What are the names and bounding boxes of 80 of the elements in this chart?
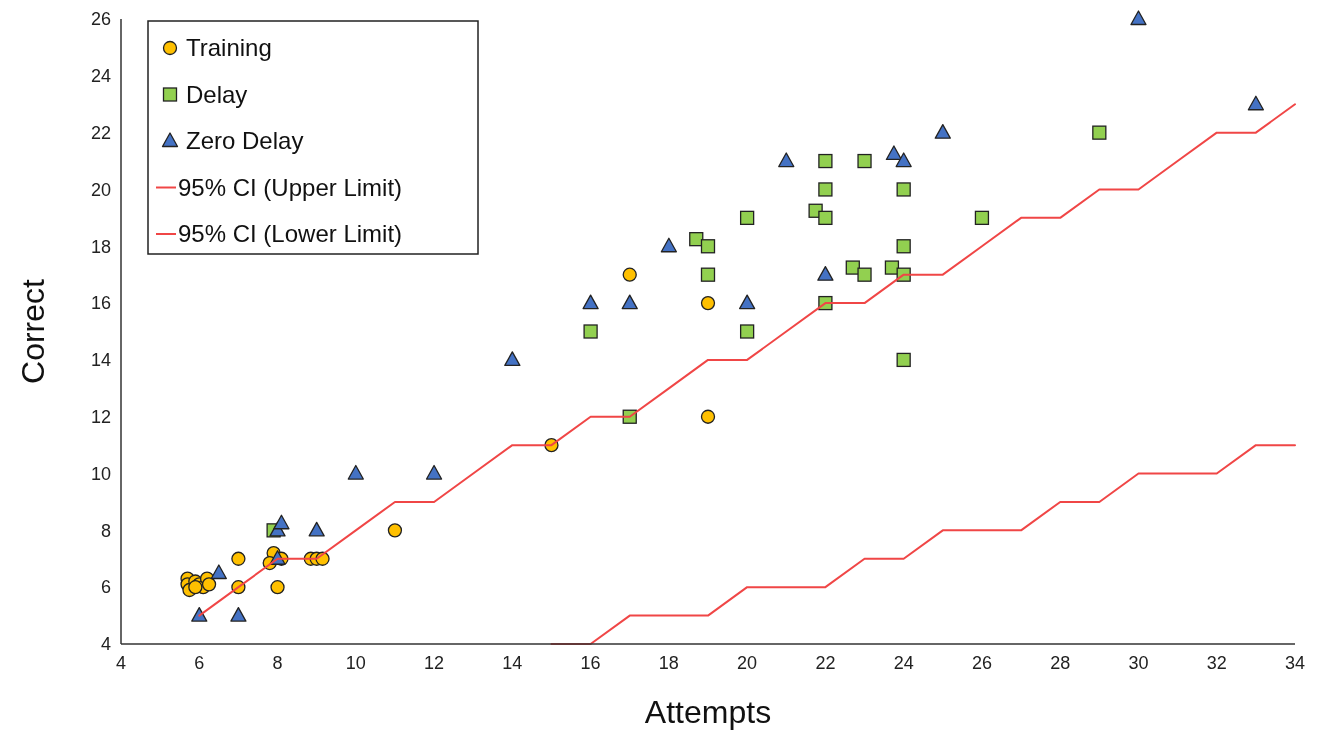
x-tick-label: 34: [1284, 653, 1306, 673]
point: [817, 266, 834, 281]
point: [885, 145, 903, 161]
point: [739, 210, 755, 226]
point: [689, 232, 704, 247]
x-tick-label: 32: [1206, 653, 1227, 673]
point: [974, 210, 990, 226]
point: [1130, 10, 1147, 26]
point: [504, 351, 521, 367]
point: [818, 153, 833, 169]
point: [188, 580, 203, 595]
point: [191, 606, 208, 622]
x-axis-title: Attempts: [644, 694, 772, 730]
x-tick-label: 20: [737, 653, 758, 673]
point: [738, 294, 756, 310]
y-tick-label: 4: [100, 634, 111, 655]
point: [347, 464, 364, 480]
point: [210, 564, 227, 580]
x-tick-label: 16: [580, 653, 601, 673]
point: [621, 294, 638, 310]
y-tick-label: 22: [90, 122, 111, 143]
point: [1247, 95, 1265, 111]
legend-label: 95% CI (Lower Limit): [178, 220, 403, 248]
x-tick-label: 14: [502, 653, 523, 673]
x-tick-label: 18: [658, 653, 679, 673]
legend-label: Zero Delay: [186, 127, 304, 155]
point: [387, 523, 403, 538]
point: [273, 514, 290, 530]
point: [857, 153, 872, 169]
point: [230, 606, 247, 622]
y-tick-label: 6: [100, 577, 111, 598]
point: [857, 267, 872, 282]
y-tick-label: 24: [90, 66, 111, 87]
point: [622, 267, 637, 282]
y-tick-label: 12: [90, 407, 111, 428]
point: [778, 152, 795, 168]
point: [896, 182, 911, 197]
point: [700, 409, 716, 424]
y-tick-label: 16: [90, 293, 111, 314]
point: [739, 324, 755, 339]
point: [884, 260, 900, 275]
point: [896, 352, 911, 368]
point: [845, 260, 860, 275]
x-tick-label: 30: [1128, 653, 1149, 673]
x-tick-label: 22: [815, 653, 836, 673]
x-tick-label: 24: [893, 653, 914, 673]
y-tick-label: 20: [90, 179, 111, 200]
point: [818, 210, 833, 226]
x-tick-label: 10: [345, 653, 366, 673]
y-tick-label: 18: [90, 236, 111, 257]
legend-label: 95% CI (Upper Limit): [178, 173, 403, 201]
point: [700, 267, 716, 282]
point: [895, 152, 912, 168]
point: [700, 295, 716, 311]
x-tick-label: 8: [272, 653, 283, 673]
point: [231, 551, 246, 566]
y-axis-title: Correct: [15, 278, 51, 384]
legend-label: Training: [186, 34, 272, 62]
y-tick-label: 8: [100, 520, 111, 541]
y-tick-label: 10: [90, 463, 111, 484]
point: [660, 237, 678, 253]
point: [201, 577, 217, 592]
point: [934, 123, 951, 139]
point: [425, 464, 443, 480]
y-tick-label: 26: [90, 9, 111, 30]
point: [896, 239, 911, 254]
y-tick-label: 14: [90, 350, 111, 371]
point: [308, 521, 325, 537]
point: [700, 239, 716, 254]
point: [582, 294, 599, 310]
point: [1092, 125, 1107, 140]
point: [270, 580, 285, 595]
x-tick-label: 12: [424, 653, 445, 673]
point: [818, 182, 833, 197]
point: [583, 324, 598, 339]
x-tick-label: 26: [971, 653, 992, 673]
x-tick-label: 28: [1050, 653, 1071, 673]
x-tick-label: 6: [194, 653, 205, 673]
legend-label: Delay: [186, 80, 248, 108]
x-tick-label: 4: [115, 653, 127, 673]
